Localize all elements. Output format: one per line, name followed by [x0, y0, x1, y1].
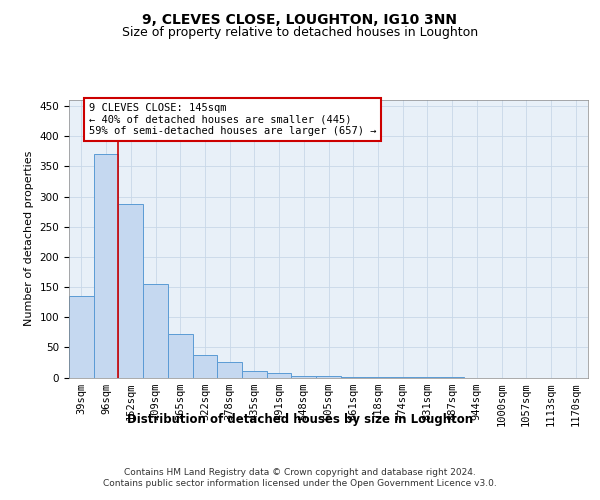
- Text: Size of property relative to detached houses in Loughton: Size of property relative to detached ho…: [122, 26, 478, 39]
- Bar: [143, 284, 168, 378]
- Bar: [242, 372, 267, 378]
- Bar: [292, 376, 316, 378]
- Bar: [415, 377, 440, 378]
- Bar: [94, 154, 118, 378]
- Text: Distribution of detached houses by size in Loughton: Distribution of detached houses by size …: [127, 412, 473, 426]
- Bar: [168, 334, 193, 378]
- Bar: [193, 354, 217, 378]
- Y-axis label: Number of detached properties: Number of detached properties: [24, 151, 34, 326]
- Bar: [341, 377, 365, 378]
- Bar: [365, 377, 390, 378]
- Text: 9 CLEVES CLOSE: 145sqm
← 40% of detached houses are smaller (445)
59% of semi-de: 9 CLEVES CLOSE: 145sqm ← 40% of detached…: [89, 103, 376, 136]
- Bar: [390, 377, 415, 378]
- Bar: [217, 362, 242, 378]
- Text: Contains HM Land Registry data © Crown copyright and database right 2024.
Contai: Contains HM Land Registry data © Crown c…: [103, 468, 497, 487]
- Bar: [69, 296, 94, 378]
- Bar: [118, 204, 143, 378]
- Text: 9, CLEVES CLOSE, LOUGHTON, IG10 3NN: 9, CLEVES CLOSE, LOUGHTON, IG10 3NN: [143, 12, 458, 26]
- Bar: [440, 377, 464, 378]
- Bar: [267, 374, 292, 378]
- Bar: [316, 376, 341, 378]
